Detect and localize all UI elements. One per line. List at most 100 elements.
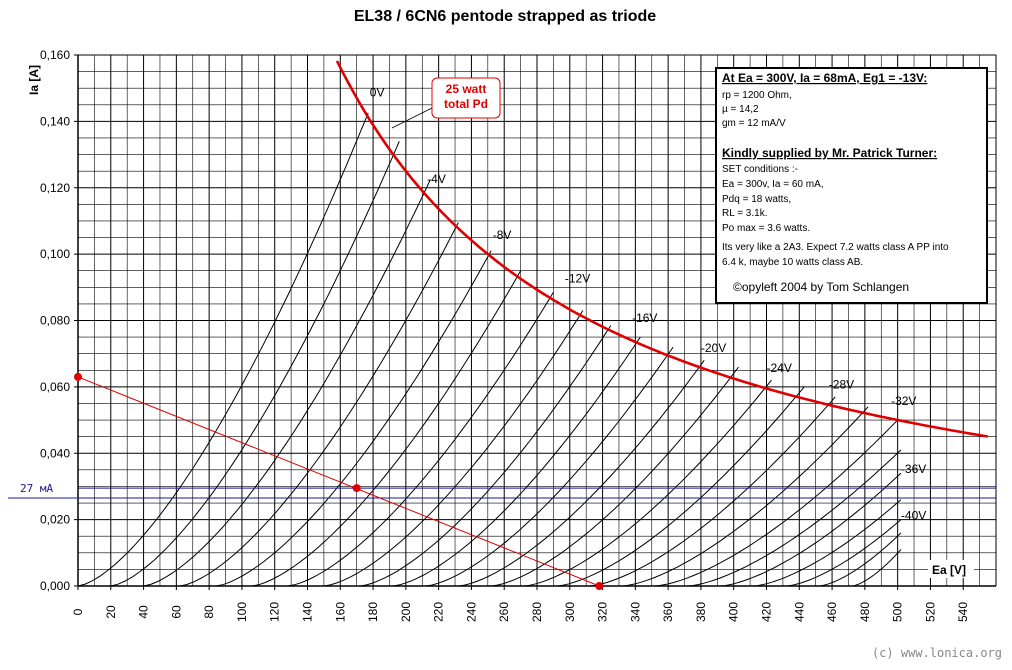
dissipation-line bbox=[335, 60, 989, 438]
x-tick-label: 300 bbox=[563, 602, 577, 622]
callout-line1: 25 watt bbox=[446, 82, 487, 96]
axes bbox=[74, 54, 996, 590]
anode-curve bbox=[654, 419, 898, 587]
anode-curve bbox=[143, 179, 431, 587]
x-tick-label: 320 bbox=[596, 602, 610, 622]
load-line-segment bbox=[77, 376, 600, 587]
curve-label: -12V bbox=[565, 271, 590, 285]
anode-curve bbox=[287, 292, 554, 587]
anode-curve bbox=[251, 270, 522, 587]
x-tick-label: 40 bbox=[137, 605, 151, 619]
x-tick-label: 540 bbox=[956, 602, 970, 622]
curve-label: -24V bbox=[767, 361, 792, 375]
x-tick-label: 20 bbox=[104, 605, 118, 619]
curve-label: -36V bbox=[901, 462, 926, 476]
curve-labels: 0V -4V -8V -12V -16V -20V -24V -28V -32V -36V -40V bbox=[370, 85, 926, 522]
anode-curve bbox=[110, 141, 400, 587]
anode-curve bbox=[215, 250, 492, 587]
y-tick-label: 0,020 bbox=[40, 513, 70, 527]
copyleft: ©opyleft 2004 by Tom Schlangen bbox=[733, 280, 909, 294]
curve-label: -32V bbox=[891, 394, 916, 408]
info-line: Ea = 300v, Ia = 60 mA, bbox=[722, 179, 824, 190]
info-line: Po max = 3.6 watts. bbox=[722, 223, 810, 234]
curve-label: -28V bbox=[829, 378, 854, 392]
x-tick-label: 480 bbox=[858, 602, 872, 622]
x-tick-label: 240 bbox=[464, 602, 478, 622]
x-tick-label: 80 bbox=[202, 605, 216, 619]
curve-label: -16V bbox=[632, 311, 657, 325]
info-line: µ = 14,2 bbox=[722, 104, 759, 115]
x-tick-label: 160 bbox=[333, 602, 347, 622]
x-tick-label: 460 bbox=[825, 602, 839, 622]
anode-curve bbox=[818, 532, 902, 587]
x-axis-label: Ea [V] bbox=[932, 563, 966, 577]
y-tick-label: 0,160 bbox=[40, 48, 70, 62]
curve-label: -20V bbox=[701, 341, 726, 355]
anode-curve bbox=[851, 549, 902, 587]
info-line: 6.4 k, maybe 10 watts class AB. bbox=[722, 257, 863, 268]
y-tick-label: 0,140 bbox=[40, 114, 70, 128]
x-tick-label: 500 bbox=[891, 602, 905, 622]
x-tick-label: 400 bbox=[727, 602, 741, 622]
info-heading-2: Kindly supplied by Mr. Patrick Turner: bbox=[722, 146, 937, 160]
info-line: SET conditions :- bbox=[722, 164, 798, 175]
anode-curve bbox=[179, 222, 459, 587]
anode-curve bbox=[491, 366, 739, 587]
curve-label: 0V bbox=[370, 85, 385, 99]
anode-curve bbox=[687, 449, 902, 587]
info-line: RL = 3.1k. bbox=[722, 208, 768, 219]
x-tick-label: 100 bbox=[235, 602, 249, 622]
callout-box bbox=[431, 77, 501, 119]
operating-point bbox=[352, 484, 361, 493]
y-tick-labels: 0,000 0,020 0,040 0,060 0,080 0,100 0,120 0,140… bbox=[40, 48, 70, 593]
y-tick-label: 0,100 bbox=[40, 247, 70, 261]
anode-curve bbox=[589, 396, 836, 587]
info-line: Pdq = 18 watts, bbox=[722, 194, 791, 205]
info-heading: At Ea = 300V, Ia = 68mA, Eg1 = -13V: bbox=[722, 71, 927, 85]
x-tick-label: 200 bbox=[399, 602, 413, 622]
reference-lines: 27 мA bbox=[8, 482, 996, 499]
y-tick-label: 0,060 bbox=[40, 380, 70, 394]
info-box-frame bbox=[715, 67, 988, 304]
x-tick-label: 120 bbox=[268, 602, 282, 622]
info-line: rp = 1200 Ohm, bbox=[722, 90, 792, 101]
y-tick-label: 0,080 bbox=[40, 314, 70, 328]
callout-pointer bbox=[391, 105, 437, 129]
anode-curve bbox=[753, 499, 902, 587]
x-tick-label: 380 bbox=[694, 602, 708, 622]
x-tick-label: 420 bbox=[760, 602, 774, 622]
x-tick-label: 520 bbox=[923, 602, 937, 622]
x-tick-label: 180 bbox=[366, 602, 380, 622]
chart-title: EL38 / 6CN6 pentode strapped as triode bbox=[354, 8, 656, 25]
watermark: (c) www.lonica.org bbox=[872, 646, 1002, 660]
info-box: At Ea = 300V, Ia = 68mA, Eg1 = -13V: rp … bbox=[715, 67, 988, 304]
x-axis-label-bg bbox=[928, 560, 974, 578]
anode-curve bbox=[359, 325, 612, 587]
anode-curve bbox=[458, 360, 705, 587]
x-tick-label: 0 bbox=[71, 608, 85, 615]
x-tick-label: 140 bbox=[301, 602, 315, 622]
load-line bbox=[74, 372, 604, 590]
info-line: Its very like a 2A3. Expect 7.2 watts cl… bbox=[722, 242, 949, 253]
dissipation-curve bbox=[335, 60, 989, 438]
curve-label: -8V bbox=[493, 228, 512, 242]
x-tick-label: 340 bbox=[628, 602, 642, 622]
anode-curve bbox=[425, 346, 674, 587]
anode-curve bbox=[77, 112, 369, 587]
y-tick-label: 0,120 bbox=[40, 181, 70, 195]
anode-curve bbox=[556, 386, 805, 587]
reference-line-label: 27 мA bbox=[20, 482, 53, 495]
y-axis-label: Ia [A] bbox=[27, 65, 41, 95]
load-line-start-point bbox=[74, 372, 82, 381]
curve-label: -40V bbox=[901, 509, 926, 523]
curve-label: -4V bbox=[427, 172, 446, 186]
x-tick-label: 440 bbox=[792, 602, 806, 622]
callout-line2: total Pd bbox=[444, 97, 488, 111]
anode-curve bbox=[323, 310, 584, 587]
x-tick-label: 60 bbox=[169, 605, 183, 619]
y-tick-label: 0,000 bbox=[40, 579, 70, 593]
anode-curve bbox=[786, 519, 902, 587]
x-tick-label: 280 bbox=[530, 602, 544, 622]
x-tick-labels: 0 20 40 60 80 100 120 140 160 180 200 220 240 260 280 3… bbox=[71, 602, 970, 622]
